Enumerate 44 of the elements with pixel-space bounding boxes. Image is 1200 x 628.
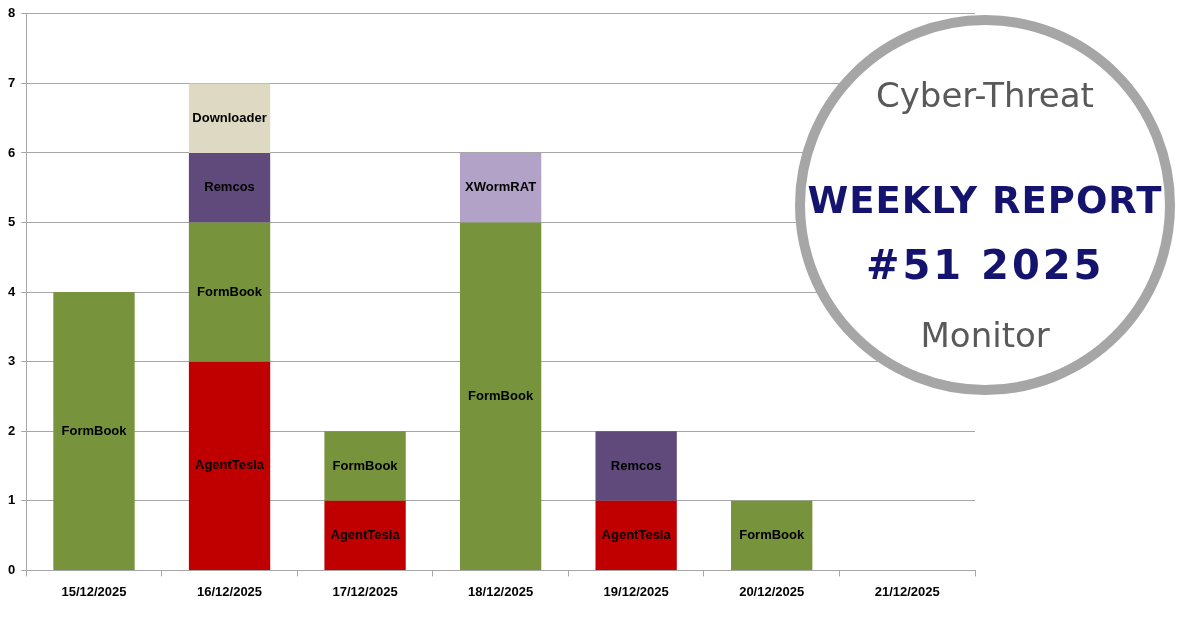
series-label: AgentTesla	[330, 526, 401, 542]
bar	[731, 500, 813, 570]
bar	[324, 431, 406, 501]
x-tick-label: 16/12/2025	[197, 583, 263, 599]
x-tick-label: 18/12/2025	[468, 583, 534, 599]
text: FormBook	[739, 526, 805, 542]
bar	[595, 500, 677, 570]
bar	[188, 222, 271, 362]
text: #51 2025	[866, 242, 1105, 288]
x-tick-label: 21/12/2025	[874, 583, 940, 599]
annotation: Monitor	[920, 315, 1050, 355]
y-tick-label: 6	[8, 144, 16, 160]
y-tick-label: 2	[8, 422, 16, 438]
bar	[459, 152, 542, 223]
series-label: Remcos	[204, 179, 255, 195]
text: FormBook	[61, 422, 127, 438]
x-tick-label: 19/12/2025	[603, 583, 669, 599]
y-tick-label: 4	[8, 283, 16, 299]
series-label: FormBook	[197, 283, 263, 299]
x-tick-label: 17/12/2025	[332, 583, 398, 599]
y-tick-label: 1	[8, 492, 16, 508]
text: Remcos	[610, 457, 662, 473]
text: WEEKLY REPORT	[807, 178, 1163, 222]
bar	[459, 222, 542, 570]
bar	[324, 500, 406, 570]
bar	[53, 292, 135, 570]
x-tick-label: 20/12/2025	[739, 583, 805, 599]
bar	[188, 152, 271, 223]
x-tick-label: 15/12/2025	[61, 583, 127, 599]
y-tick-label: 0	[8, 561, 16, 577]
bar	[188, 83, 271, 153]
bar	[188, 361, 271, 570]
series-label: Downloader	[192, 109, 267, 125]
text: AgentTesla	[194, 457, 265, 473]
annotation: Cyber-Threat	[876, 75, 1094, 115]
text: AgentTesla	[601, 526, 671, 542]
y-tick-label: 7	[8, 74, 16, 90]
y-tick-label: 3	[8, 353, 16, 369]
y-tick-label: 5	[8, 214, 16, 230]
bar	[595, 431, 677, 501]
text: FormBook	[332, 457, 398, 473]
text: FormBook	[468, 387, 534, 403]
series-label: XWormRAT	[465, 179, 537, 195]
y-tick-label: 8	[8, 5, 16, 21]
